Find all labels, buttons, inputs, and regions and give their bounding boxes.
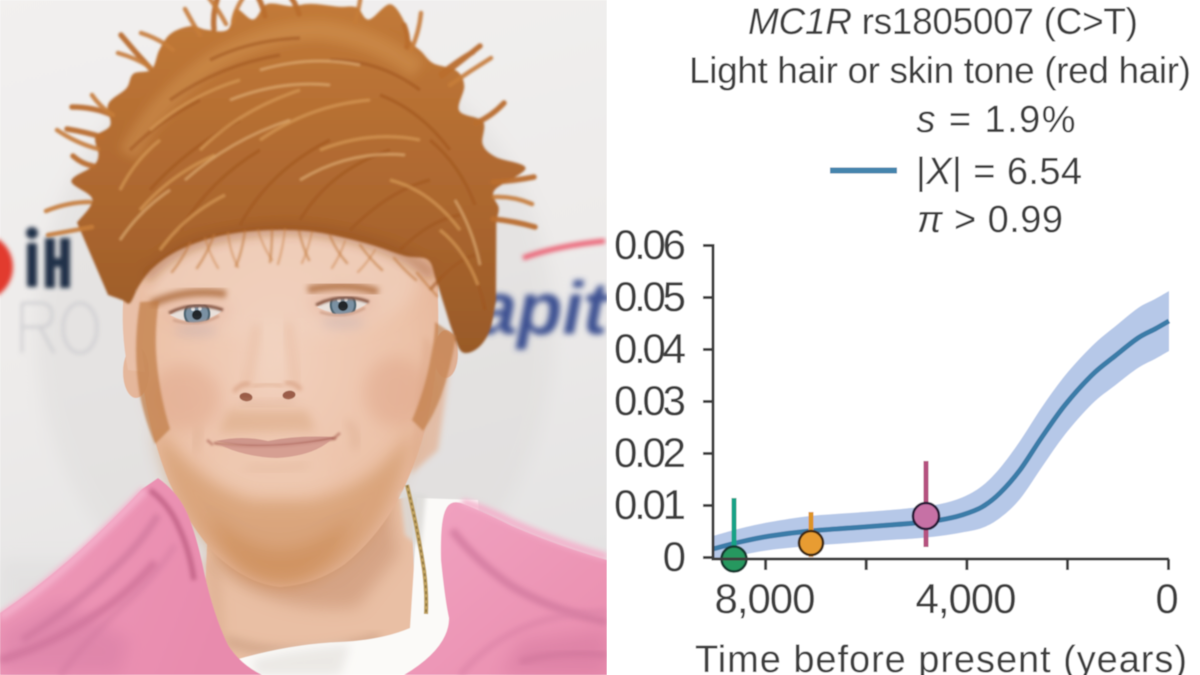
svg-text:0: 0 bbox=[663, 533, 686, 580]
svg-text:0.05: 0.05 bbox=[614, 273, 686, 320]
svg-text:0.01: 0.01 bbox=[614, 481, 686, 528]
svg-text:MC1R rs1805007 (C>T): MC1R rs1805007 (C>T) bbox=[748, 1, 1138, 42]
svg-text:Light hair or skin tone (red h: Light hair or skin tone (red hair) bbox=[689, 50, 1191, 91]
svg-text:0.02: 0.02 bbox=[614, 429, 686, 476]
svg-text:Time before present (years): Time before present (years) bbox=[695, 639, 1187, 675]
svg-text:0.04: 0.04 bbox=[614, 325, 686, 372]
svg-text:s = 1.9%: s = 1.9% bbox=[917, 99, 1076, 141]
svg-text:4,000: 4,000 bbox=[916, 575, 1017, 622]
svg-text:|X| = 6.54: |X| = 6.54 bbox=[916, 151, 1082, 193]
svg-text:0: 0 bbox=[1155, 575, 1178, 622]
svg-text:8,000: 8,000 bbox=[715, 575, 816, 622]
svg-text:apit: apit bbox=[476, 267, 611, 350]
svg-text:0.06: 0.06 bbox=[614, 221, 686, 268]
svg-text:π > 0.99: π > 0.99 bbox=[917, 199, 1063, 241]
svg-text:0.03: 0.03 bbox=[614, 377, 686, 424]
